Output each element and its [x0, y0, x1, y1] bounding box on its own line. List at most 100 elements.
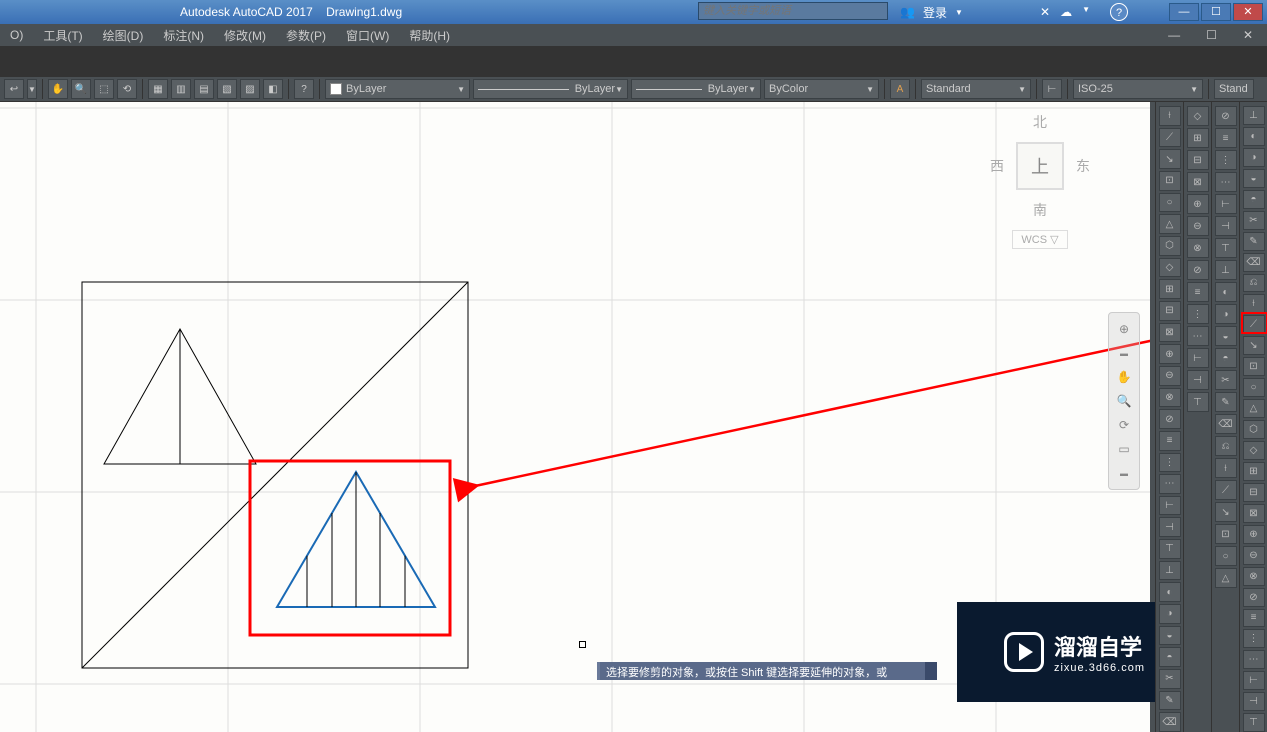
login-button[interactable]: 登录	[923, 4, 947, 21]
tool-icon[interactable]: ◓	[1243, 190, 1265, 209]
tool-icon[interactable]: ◑	[1215, 304, 1237, 324]
tool-icon[interactable]: ⊟	[1187, 150, 1209, 170]
zoom-prev-icon[interactable]: ⟲	[117, 79, 137, 99]
menu-item[interactable]: 窗口(W)	[336, 27, 399, 44]
tool-icon[interactable]: ⊘	[1215, 106, 1237, 126]
tool-icon[interactable]: ✂	[1159, 669, 1181, 689]
tool-icon[interactable]: ≡	[1243, 609, 1265, 628]
viewcube-west[interactable]: 西	[990, 156, 1004, 176]
tool-icon[interactable]: ⊡	[1159, 171, 1181, 191]
lineweight-dropdown[interactable]: ByLayer▼	[631, 79, 761, 99]
tool-icon[interactable]: ⊞	[1187, 128, 1209, 148]
tool-icon[interactable]: ✎	[1159, 691, 1181, 711]
tool-icon[interactable]: ↘	[1243, 336, 1265, 355]
tool-icon[interactable]: ◐	[1215, 282, 1237, 302]
cloud-icon[interactable]: ☁	[1060, 5, 1072, 19]
tool-icon[interactable]: ✂	[1215, 370, 1237, 390]
tool-icon[interactable]: ⊡	[1215, 524, 1237, 544]
layer-dropdown[interactable]: ByLayer▼	[325, 79, 470, 99]
viewcube-top[interactable]: 上	[1016, 142, 1064, 190]
tool-icon[interactable]: ⋮	[1159, 453, 1181, 473]
tool-icon[interactable]: ⊥	[1243, 106, 1265, 125]
nav-drop-icon[interactable]: ▬	[1109, 341, 1139, 365]
help-small-icon[interactable]: ?	[294, 79, 314, 99]
tool-icon[interactable]: ⋮	[1243, 629, 1265, 648]
tool-icon[interactable]: ⌫	[1243, 253, 1265, 272]
tool-icon[interactable]: ◒	[1215, 326, 1237, 346]
nav-orbit-icon[interactable]: ⟳	[1109, 413, 1139, 437]
tool-icon[interactable]: ⊡	[1243, 357, 1265, 376]
user-icon[interactable]: 👥	[900, 5, 915, 19]
mdi-restore-button[interactable]: ☐	[1196, 28, 1227, 42]
tool-icon[interactable]: ✎	[1243, 232, 1265, 251]
tool-icon[interactable]: ⊥	[1215, 260, 1237, 280]
tool-icon[interactable]: ⊤	[1187, 392, 1209, 412]
mdi-minimize-button[interactable]: —	[1158, 28, 1190, 42]
dimstyle-dropdown[interactable]: ISO-25▼	[1073, 79, 1203, 99]
menu-item[interactable]: 绘图(D)	[93, 27, 154, 44]
tool-icon[interactable]: ⊗	[1187, 238, 1209, 258]
maximize-button[interactable]: ☐	[1201, 3, 1231, 21]
nav-wheel-icon[interactable]: ⊕	[1109, 317, 1139, 341]
tool-icon[interactable]: ◇	[1187, 106, 1209, 126]
tool-icon[interactable]: ⟋	[1159, 128, 1181, 148]
viewcube-south[interactable]: 南	[990, 200, 1090, 220]
tool-icon[interactable]: ↘	[1215, 502, 1237, 522]
tool-icon[interactable]: ≡	[1187, 282, 1209, 302]
tool-icon[interactable]: ⟋	[1215, 480, 1237, 500]
close-button[interactable]: ✕	[1233, 3, 1263, 21]
tool-button[interactable]: ↩	[4, 79, 24, 99]
tool-icon[interactable]: ⊢	[1159, 496, 1181, 516]
tool-button[interactable]: ▦	[148, 79, 168, 99]
tool-icon[interactable]: ⊣	[1215, 216, 1237, 236]
tool-button[interactable]: ▧	[217, 79, 237, 99]
tool-icon[interactable]: ⟊	[1243, 294, 1265, 313]
tool-icon[interactable]: ⊣	[1243, 692, 1265, 711]
tool-icon[interactable]: ⟋	[1243, 315, 1265, 334]
tool-icon[interactable]: ⊘	[1187, 260, 1209, 280]
tool-icon[interactable]: ≡	[1215, 128, 1237, 148]
tool-icon[interactable]: ⋯	[1215, 172, 1237, 192]
tool-icon[interactable]: ◇	[1159, 258, 1181, 278]
minimize-button[interactable]: —	[1169, 3, 1199, 21]
color-dropdown[interactable]: ByColor▼	[764, 79, 879, 99]
nav-drop2-icon[interactable]: ▬	[1109, 461, 1139, 485]
tool-icon[interactable]: ◇	[1243, 441, 1265, 460]
tool-icon[interactable]: ✎	[1215, 392, 1237, 412]
viewcube-north[interactable]: 北	[990, 112, 1090, 132]
viewcube-east[interactable]: 东	[1076, 156, 1090, 176]
linetype-dropdown[interactable]: ByLayer▼	[473, 79, 628, 99]
tool-icon[interactable]: ↘	[1159, 149, 1181, 169]
tool-icon[interactable]: ⊢	[1215, 194, 1237, 214]
tool-icon[interactable]: ⊖	[1187, 216, 1209, 236]
menu-item[interactable]: 参数(P)	[276, 27, 336, 44]
tool-button[interactable]: ▥	[171, 79, 191, 99]
tool-icon[interactable]: ⎌	[1243, 274, 1265, 293]
tool-icon[interactable]: ⊢	[1243, 671, 1265, 690]
tool-icon[interactable]: ⌫	[1215, 414, 1237, 434]
tool-icon[interactable]: ⊟	[1159, 301, 1181, 321]
tool-icon[interactable]: ◐	[1243, 127, 1265, 146]
zoom-window-icon[interactable]: ⬚	[94, 79, 114, 99]
tool-icon[interactable]: ⊕	[1187, 194, 1209, 214]
viewcube[interactable]: 北 西 上 东 南 WCS ▽	[990, 112, 1090, 292]
tool-icon[interactable]: ◓	[1159, 647, 1181, 667]
tool-icon[interactable]: ◒	[1243, 169, 1265, 188]
tool-icon[interactable]: ⋯	[1243, 650, 1265, 669]
tool-icon[interactable]: ≡	[1159, 431, 1181, 451]
tool-icon[interactable]: ⊟	[1243, 483, 1265, 502]
tool-icon[interactable]: ⊥	[1159, 561, 1181, 581]
menu-item[interactable]: 工具(T)	[33, 27, 92, 44]
tablestyle-dropdown[interactable]: Stand	[1214, 79, 1254, 99]
tool-icon[interactable]: ⊕	[1159, 344, 1181, 364]
tool-icon[interactable]: △	[1159, 214, 1181, 234]
tool-icon[interactable]: ⊠	[1243, 504, 1265, 523]
tool-icon[interactable]: ⊣	[1159, 517, 1181, 537]
tool-icon[interactable]: ⊠	[1187, 172, 1209, 192]
tool-icon[interactable]: ⊞	[1243, 462, 1265, 481]
tool-icon[interactable]: ○	[1159, 193, 1181, 213]
tool-icon[interactable]: ⟊	[1159, 106, 1181, 126]
tool-icon[interactable]: ⊕	[1243, 525, 1265, 544]
menu-item[interactable]: 帮助(H)	[399, 27, 460, 44]
tool-icon[interactable]: △	[1243, 399, 1265, 418]
